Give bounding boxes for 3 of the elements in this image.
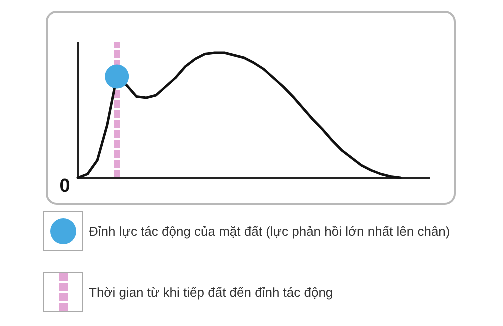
text: Đỉnh lực tác động của mặt đất (lực phản hồi lớn nhất lên chân) [89, 224, 450, 239]
text: Thời gian từ khi tiếp đất đến đỉnh tác động [89, 285, 334, 300]
text: 0 [60, 176, 70, 197]
